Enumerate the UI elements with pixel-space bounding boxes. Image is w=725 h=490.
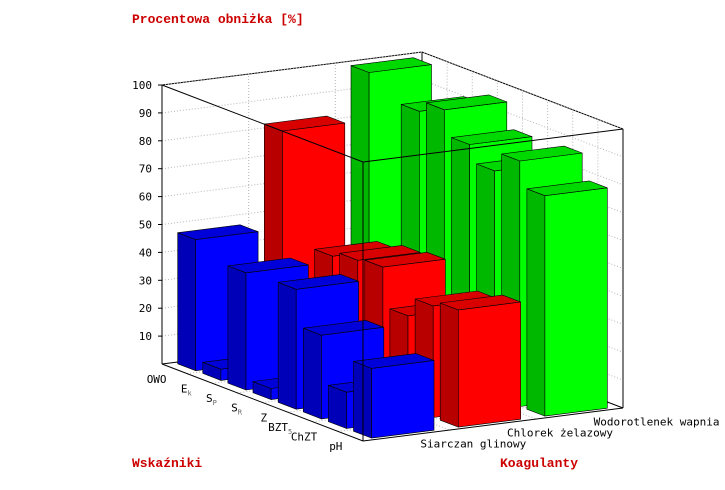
z-tick-label: 70 [139,163,152,176]
z-tick-label: 50 [139,219,152,232]
bar-side-face [526,188,546,417]
gridline [161,51,624,130]
bar-top-face [177,224,259,240]
bar-side-face [277,281,297,410]
z-tick-label: 100 [132,79,152,92]
x-axis-title: Wskaźniki [132,456,203,471]
bar-wodorotlenek-wapnia-7 [526,180,608,417]
bar-top-face [451,129,533,145]
bar-top-face [501,145,583,162]
bar-top-face [227,257,309,274]
x-tick-label: ChZT [291,431,318,444]
z-tick-label: 80 [139,135,152,148]
x-tick-label: SR [231,402,243,417]
x-tick-label: SP [206,392,217,407]
y-tick-label: Siarczan glinowy [420,438,526,451]
bar-siarczan-glinowy-7 [353,353,435,439]
axis-frame-front [161,84,624,442]
bar-side-face [177,232,196,372]
bar-side-face [439,302,459,428]
bar-top-face [440,294,521,311]
bar-side-face [328,384,347,429]
x-tick-label: pH [329,440,342,453]
bar-top-face [364,251,446,268]
bar-side-face [227,265,247,391]
x-tick-label: BZT5 [268,421,292,436]
chart-title: Procentowa obniżka [%] [132,12,304,27]
bar-group [177,57,608,439]
bar-top-face [303,319,384,336]
bar-side-face [302,327,322,420]
bar-top-face [350,57,432,73]
bar-top-face [526,180,608,197]
z-tick-label: 30 [139,274,152,287]
bar-front-face [457,301,522,428]
z-tick-label: 60 [139,191,152,204]
bar-front-face [544,187,608,417]
bar-top-face [353,353,435,369]
bar-top-face [339,245,421,261]
floor-front-edge [161,363,624,442]
z-tick-label: 10 [139,330,152,343]
x-tick-label: Ek [181,382,193,397]
y-axis-title: Koagulanty [500,456,579,471]
bar-chlorek-elazowy-7 [439,294,522,428]
z-tick-label: 40 [139,246,152,259]
z-tick-label: 20 [139,302,152,315]
y-tick-label: Wodorotlenek wapnia [594,416,720,429]
z-tick-label: 90 [139,107,152,120]
x-tick-label: Z [260,411,267,424]
x-tick-label: OWO [147,373,167,386]
bar-front-face [371,360,435,439]
gridline [161,79,624,158]
y-tick-label: Chlorek żelazowy [507,427,613,440]
bar-top-face [278,274,359,290]
top-front-edge [161,84,624,163]
bar-top-face [426,94,507,111]
